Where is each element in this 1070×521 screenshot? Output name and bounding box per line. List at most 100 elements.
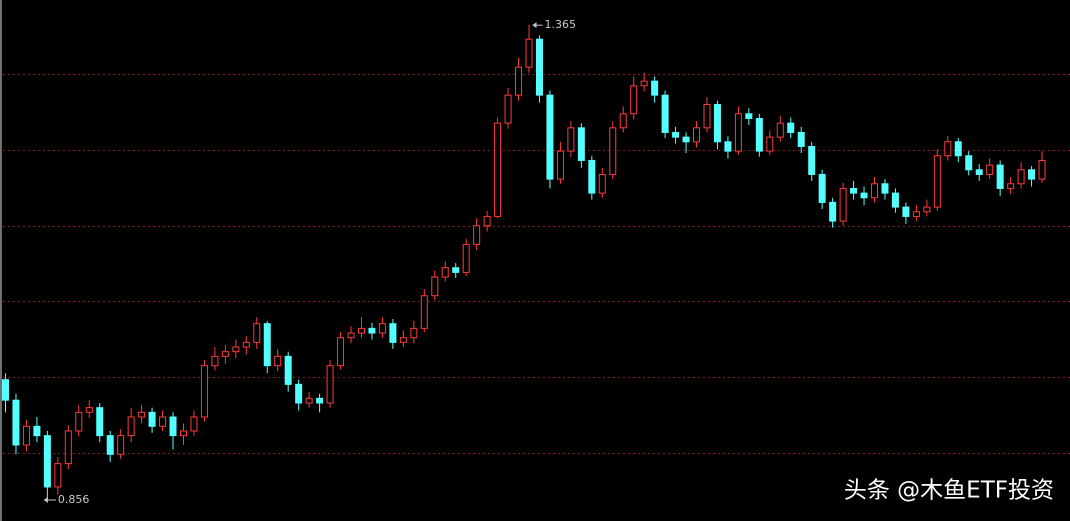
- candle-body: [431, 276, 439, 297]
- candle-body: [12, 399, 20, 446]
- candle-body: [923, 206, 931, 213]
- candle-body: [1017, 169, 1025, 185]
- candle-body: [389, 323, 397, 343]
- min-arrow-head: [43, 497, 48, 504]
- candle-body: [724, 141, 732, 152]
- candle-body: [22, 425, 30, 446]
- candle-body: [630, 85, 638, 115]
- candle-body: [347, 332, 355, 339]
- candle-body: [713, 103, 721, 143]
- candle-body: [651, 80, 659, 96]
- candle-body: [902, 206, 910, 217]
- candle-body: [881, 183, 889, 194]
- candle-body: [891, 192, 899, 208]
- candle-body: [609, 127, 617, 175]
- candle-body: [975, 169, 983, 175]
- candle-body: [284, 355, 292, 385]
- candle-body: [441, 267, 449, 278]
- candle-body: [169, 416, 177, 437]
- candle-body: [494, 122, 502, 217]
- candle-body: [504, 94, 512, 124]
- candle-body: [410, 327, 418, 339]
- candle-body: [954, 141, 962, 157]
- candle-body: [850, 187, 858, 194]
- candle-body: [912, 211, 920, 217]
- candle-body: [232, 346, 240, 353]
- candle-body: [75, 411, 83, 432]
- candle-body: [944, 141, 952, 157]
- candle-body: [159, 416, 167, 427]
- candle-body: [85, 407, 93, 413]
- candle-body: [138, 411, 146, 418]
- candle-body: [54, 463, 62, 488]
- candle-body: [295, 383, 303, 404]
- candle-body: [672, 131, 680, 138]
- candle-body: [682, 136, 690, 143]
- candle-body: [263, 323, 271, 367]
- candle-body: [43, 435, 51, 488]
- candle-body: [473, 225, 481, 245]
- candle-body: [619, 113, 627, 129]
- candle-body: [766, 136, 774, 152]
- candle-body: [106, 435, 114, 455]
- candle-body: [577, 127, 585, 161]
- candle-body: [117, 435, 125, 455]
- candle-body: [368, 327, 376, 334]
- candle-body: [211, 355, 219, 367]
- candle-body: [515, 66, 523, 96]
- candle-body: [378, 323, 386, 334]
- candle-body: [797, 131, 805, 147]
- candle-body: [33, 425, 41, 437]
- candle-body: [546, 94, 554, 180]
- candle-body: [745, 113, 753, 119]
- candle-body: [640, 80, 648, 87]
- candle-body: [357, 327, 365, 334]
- candle-body: [1038, 159, 1046, 180]
- candle-body: [200, 365, 208, 418]
- candle-body: [462, 243, 470, 273]
- candle-body: [305, 397, 313, 404]
- candle-body: [556, 150, 564, 180]
- candle-body: [839, 187, 847, 222]
- candle-body: [1028, 169, 1036, 180]
- candle-body: [787, 122, 795, 133]
- candle-body: [483, 215, 491, 227]
- watermark: 头条 @木鱼ETF投资: [844, 478, 1054, 504]
- candle-body: [221, 351, 229, 357]
- candle-body: [2, 379, 9, 401]
- candle-body: [96, 407, 104, 437]
- candle-body: [860, 192, 868, 199]
- candle-body: [127, 416, 135, 437]
- candle-body: [808, 145, 816, 175]
- candle-body: [242, 341, 250, 348]
- candle-body: [703, 103, 711, 129]
- candle-body: [253, 323, 261, 343]
- candle-body: [588, 159, 596, 194]
- candle-body: [399, 337, 407, 343]
- max-arrow-head: [532, 22, 537, 29]
- max-label: 1.365: [545, 18, 577, 31]
- candle-body: [525, 38, 533, 68]
- candle-body: [326, 365, 334, 404]
- candle-body: [274, 355, 282, 367]
- candle-body: [190, 416, 198, 432]
- candle-body: [598, 173, 606, 194]
- candle-body: [64, 430, 72, 465]
- candle-body: [829, 201, 837, 222]
- candle-body: [148, 411, 156, 427]
- candle-body: [818, 173, 826, 203]
- candle-body: [337, 337, 345, 367]
- candle-body: [535, 38, 543, 96]
- candle-body: [693, 127, 701, 143]
- candle-body: [452, 267, 460, 273]
- candle-body: [1007, 183, 1015, 189]
- candle-body: [933, 155, 941, 208]
- candle-body: [420, 295, 428, 329]
- candle-body: [965, 155, 973, 171]
- candle-body: [776, 122, 784, 138]
- candle-body: [871, 183, 879, 199]
- candle-body: [996, 164, 1004, 189]
- candle-body: [734, 113, 742, 152]
